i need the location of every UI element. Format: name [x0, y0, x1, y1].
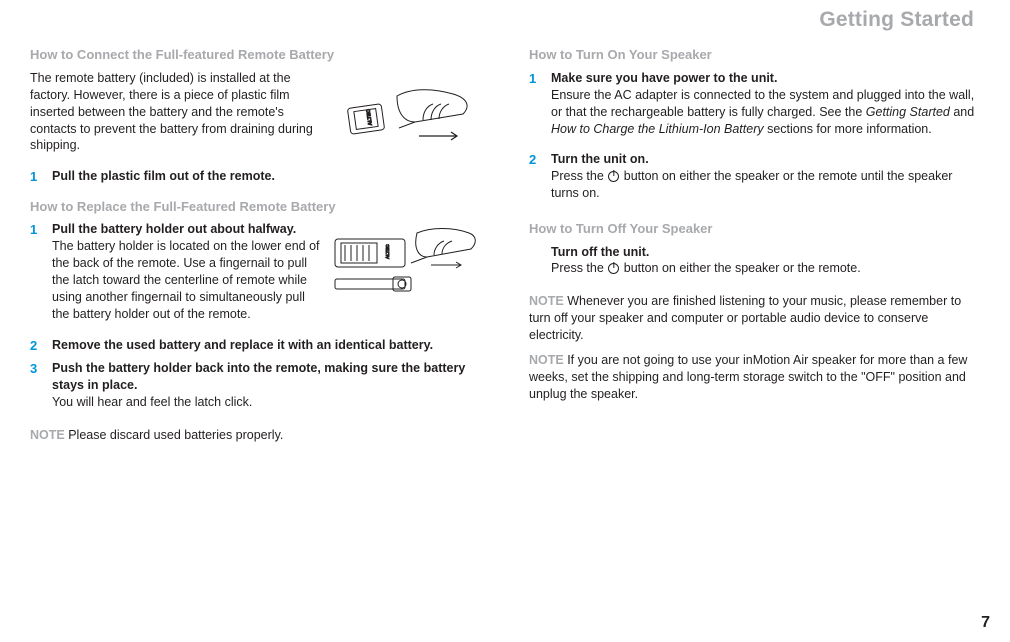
turn-on-step-1: 1 Make sure you have power to the unit. … [529, 70, 980, 146]
remote-film-illustration: ALTEC [343, 70, 481, 150]
note-discard-batteries: NOTE Please discard used batteries prope… [30, 427, 481, 444]
svg-text:ALTEC: ALTEC [385, 244, 390, 259]
step-title: Pull the battery holder out about halfwa… [52, 221, 321, 238]
step-body-italic: Getting Started [866, 105, 950, 119]
step-title: Pull the plastic film out of the remote. [52, 168, 481, 185]
note-conserve-electricity: NOTE Whenever you are finished listening… [529, 293, 980, 344]
section-remote-connect-title: How to Connect the Full-featured Remote … [30, 46, 481, 64]
content-columns: How to Connect the Full-featured Remote … [30, 44, 980, 451]
section-replace-battery-title: How to Replace the Full-Featured Remote … [30, 198, 481, 216]
battery-holder-illustration: ALTEC [331, 221, 481, 317]
section-remote-connect-body: The remote battery (included) is install… [30, 70, 481, 162]
replace-battery-step-2: 2 Remove the used battery and replace it… [30, 337, 481, 355]
step-number: 1 [30, 221, 52, 330]
turn-on-step-2: 2 Turn the unit on. Press the button on … [529, 151, 980, 210]
step-body-part: button on either the speaker or the remo… [620, 261, 860, 275]
section-turn-off-title: How to Turn Off Your Speaker [529, 220, 980, 238]
note-body: If you are not going to use your inMotio… [529, 353, 967, 401]
step-body-part: Press the [551, 261, 607, 275]
step-body-part: Press the [551, 169, 607, 183]
page-number: 7 [981, 612, 990, 634]
step-title: Turn the unit on. [551, 151, 980, 168]
note-label: NOTE [529, 294, 564, 308]
remote-connect-step-1: 1 Pull the plastic film out of the remot… [30, 168, 481, 186]
left-column: How to Connect the Full-featured Remote … [30, 44, 481, 451]
step-number: 2 [30, 337, 52, 355]
replace-battery-step-1: 1 Pull the battery holder out about half… [30, 221, 481, 330]
step-title: Turn off the unit. [551, 244, 980, 261]
note-label: NOTE [30, 428, 65, 442]
step-number: 1 [30, 168, 52, 186]
step-body: You will hear and feel the latch click. [52, 394, 481, 411]
note-body: Please discard used batteries properly. [65, 428, 284, 442]
step-number: 1 [529, 70, 551, 146]
step-body: Press the button on either the speaker o… [551, 260, 980, 277]
step-number: 2 [529, 151, 551, 210]
remote-connect-intro: The remote battery (included) is install… [30, 70, 333, 154]
step-title: Push the battery holder back into the re… [52, 360, 481, 394]
step-body-part: and [950, 105, 974, 119]
svg-text:ALTEC: ALTEC [366, 108, 374, 125]
step-body-italic: How to Charge the Lithium-Ion Battery [551, 122, 764, 136]
power-icon [608, 171, 619, 182]
step-number: 3 [30, 360, 52, 419]
step-body: Ensure the AC adapter is connected to th… [551, 87, 980, 138]
step-body: The battery holder is located on the low… [52, 238, 321, 322]
replace-battery-step-3: 3 Push the battery holder back into the … [30, 360, 481, 419]
right-column: How to Turn On Your Speaker 1 Make sure … [529, 44, 980, 451]
step-title: Make sure you have power to the unit. [551, 70, 980, 87]
step-number [529, 244, 551, 286]
turn-off-step: Turn off the unit. Press the button on e… [529, 244, 980, 286]
step-body-part: sections for more information. [764, 122, 932, 136]
step-body: Press the button on either the speaker o… [551, 168, 980, 202]
note-body: Whenever you are finished listening to y… [529, 294, 961, 342]
step-title: Remove the used battery and replace it w… [52, 337, 481, 354]
note-long-term-storage: NOTE If you are not going to use your in… [529, 352, 980, 403]
page-header: Getting Started [30, 6, 980, 34]
note-label: NOTE [529, 353, 564, 367]
power-icon [608, 263, 619, 274]
section-turn-on-title: How to Turn On Your Speaker [529, 46, 980, 64]
